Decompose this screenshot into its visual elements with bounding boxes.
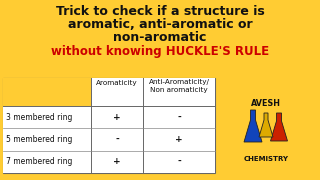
FancyBboxPatch shape bbox=[3, 128, 215, 151]
Text: 5 membered ring: 5 membered ring bbox=[6, 135, 72, 144]
Text: 7 membered ring: 7 membered ring bbox=[6, 157, 72, 166]
Text: Non aromaticity: Non aromaticity bbox=[150, 87, 208, 93]
FancyBboxPatch shape bbox=[3, 106, 215, 128]
Text: +: + bbox=[113, 157, 121, 166]
FancyBboxPatch shape bbox=[143, 78, 215, 106]
FancyBboxPatch shape bbox=[3, 78, 91, 106]
FancyBboxPatch shape bbox=[3, 151, 215, 173]
Text: non-aromatic: non-aromatic bbox=[113, 31, 207, 44]
Text: without knowing HUCKLE'S RULE: without knowing HUCKLE'S RULE bbox=[51, 45, 269, 58]
Text: -: - bbox=[177, 113, 181, 122]
Text: -: - bbox=[115, 135, 119, 144]
Text: +: + bbox=[113, 113, 121, 122]
Text: AVESH: AVESH bbox=[251, 99, 281, 108]
Text: Anti-Aromaticity/: Anti-Aromaticity/ bbox=[148, 79, 210, 85]
Text: aromatic, anti-aromatic or: aromatic, anti-aromatic or bbox=[68, 18, 252, 31]
FancyBboxPatch shape bbox=[91, 78, 143, 106]
Text: 3 membered ring: 3 membered ring bbox=[6, 113, 72, 122]
Polygon shape bbox=[270, 113, 287, 141]
Polygon shape bbox=[244, 110, 262, 142]
Text: CHEMISTRY: CHEMISTRY bbox=[244, 156, 289, 162]
FancyBboxPatch shape bbox=[3, 78, 215, 173]
Polygon shape bbox=[259, 113, 273, 137]
Text: Trick to check if a structure is: Trick to check if a structure is bbox=[56, 5, 264, 18]
Text: Aromaticity: Aromaticity bbox=[96, 80, 138, 86]
Text: -: - bbox=[177, 157, 181, 166]
Text: +: + bbox=[175, 135, 183, 144]
